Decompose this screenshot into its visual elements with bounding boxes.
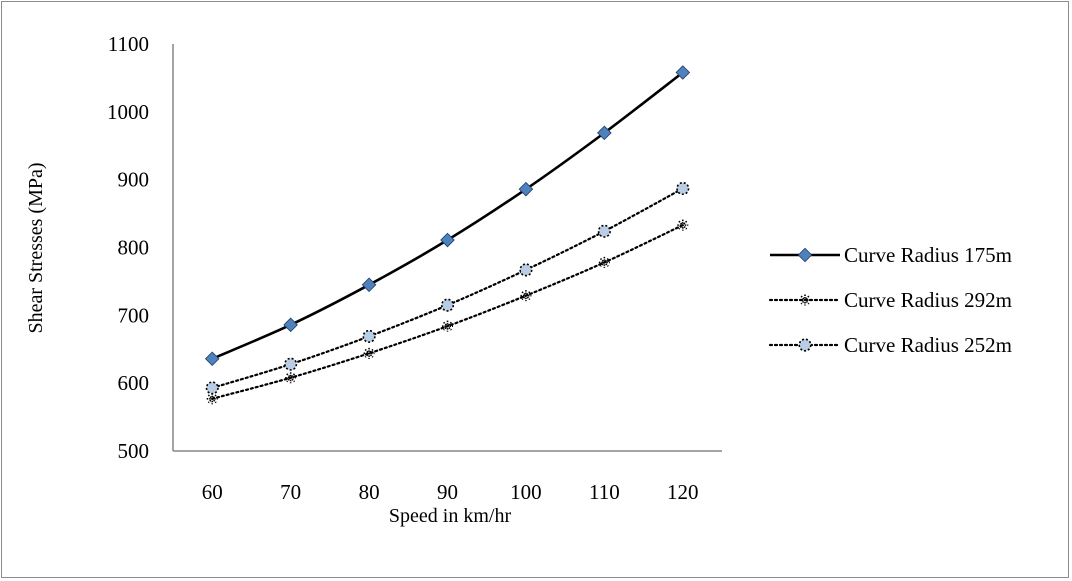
legend-label: Curve Radius 252m [844,333,1012,357]
marker-circle [440,298,455,312]
x-tick-label: 60 [202,480,223,504]
marker-star [206,393,218,405]
marker-circle [284,357,298,371]
marker-circle [205,381,219,395]
y-tick-label: 700 [118,303,150,327]
marker-star [799,294,811,306]
legend-label: Curve Radius 292m [844,288,1012,312]
y-tick-label: 500 [118,439,150,463]
x-tick-label: 90 [437,480,458,504]
marker-diamond [204,351,220,367]
marker-circle [798,338,812,352]
x-tick-labels: 60 70 80 90 100 110 120 [202,480,699,504]
marker-diamond [797,247,813,263]
series-line [211,187,684,390]
y-tick-label: 1000 [107,100,149,124]
series-line [211,224,684,400]
legend: Curve Radius 175m Curve Radius 292m Curve … [768,243,1012,357]
marker-diamond [597,125,612,141]
marker-star [520,290,532,302]
marker-circle [519,263,533,277]
y-tick-label: 900 [118,168,150,192]
x-axis-title: Speed in km/hr [389,505,512,527]
x-tick-label: 120 [667,480,699,504]
marker-diamond [361,277,377,293]
y-tick-labels: 500 600 700 800 900 1000 1100 [107,32,149,463]
y-tick-label: 1100 [108,32,149,56]
marker-diamond [518,181,534,197]
marker-star [677,219,689,231]
x-tick-label: 110 [589,480,620,504]
x-tick-label: 80 [359,480,380,504]
marker-diamond [675,65,691,80]
marker-circle [362,329,376,343]
legend-entry: Curve Radius 252m [768,333,1012,357]
legend-label: Curve Radius 175m [844,243,1012,267]
marker-diamond [283,317,298,333]
x-tick-label: 100 [510,480,542,504]
marker-star [285,372,297,384]
legend-entry: Curve Radius 292m [768,288,1012,312]
series-2 [206,219,689,405]
marker-star [442,320,453,332]
marker-circle [676,181,690,196]
marker-circle [597,224,611,238]
series-1 [204,65,691,367]
series-line [211,71,684,360]
legend-entry: Curve Radius 175m [770,243,1012,267]
marker-diamond [440,232,455,248]
series-3 [205,181,690,395]
y-tick-label: 600 [118,371,150,395]
y-axis-title: Shear Stresses (MPa) [25,162,47,333]
y-tick-label: 800 [118,236,150,260]
marker-star [363,347,375,359]
series-layer [204,65,691,405]
marker-star [598,256,610,268]
x-tick-label: 70 [280,480,301,504]
